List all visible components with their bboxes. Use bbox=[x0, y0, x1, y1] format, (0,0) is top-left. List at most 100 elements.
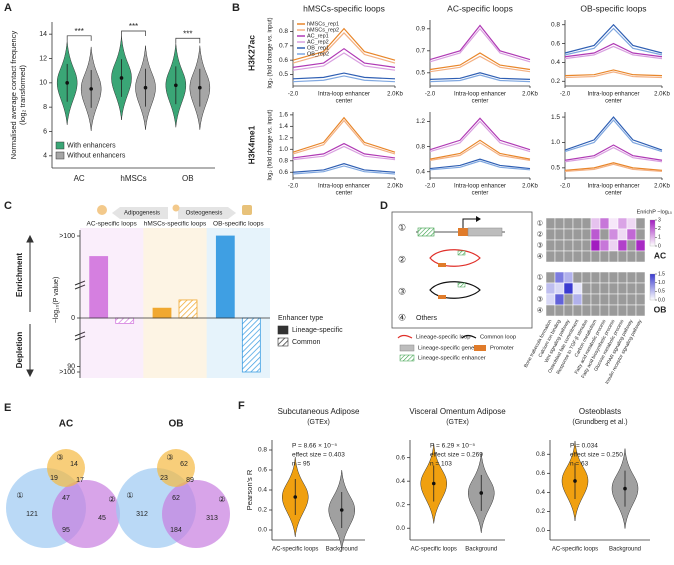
heatmap-cell bbox=[563, 250, 574, 263]
legend-label: AC_rep1 bbox=[307, 33, 329, 39]
median-point bbox=[65, 81, 69, 85]
profile-line bbox=[564, 119, 663, 153]
profile-line bbox=[429, 160, 531, 171]
y-tick-label: 0.6 bbox=[536, 470, 545, 477]
heatmap-cell bbox=[599, 250, 610, 263]
region-count: 312 bbox=[136, 511, 148, 518]
y-axis-label: −log₁₀(P value) bbox=[53, 277, 60, 324]
y-tick-label: 0.4 bbox=[396, 478, 405, 485]
heatmap-cell bbox=[545, 228, 556, 241]
profile-line bbox=[429, 120, 531, 153]
stat-label: effect size = 0.269 bbox=[430, 452, 483, 459]
heatmap-cell bbox=[563, 228, 574, 241]
heatmap-cell bbox=[626, 239, 637, 252]
heatmap-cell bbox=[572, 228, 583, 241]
heatmap-cell bbox=[635, 293, 646, 306]
subplot-subtitle: (Grundberg et al.) bbox=[572, 419, 627, 426]
legend-title: Enhancer type bbox=[278, 315, 323, 322]
y-tick-label: 14 bbox=[39, 31, 47, 38]
venn-title: OB bbox=[169, 419, 184, 430]
profile-line bbox=[429, 74, 531, 83]
legend-label: hMSCs_rep1 bbox=[307, 21, 339, 27]
venn-circle bbox=[162, 480, 230, 548]
median-point bbox=[293, 495, 298, 499]
profile-line bbox=[429, 72, 531, 80]
heatmap-cell bbox=[581, 293, 592, 306]
heatmap-cell bbox=[617, 282, 628, 295]
x-tick-label: 2.0Kb bbox=[387, 92, 403, 98]
y-tick-label: 0.6 bbox=[551, 40, 560, 47]
heatmap-cell bbox=[563, 304, 574, 317]
colorbar-tick-label: 1.5 bbox=[658, 271, 665, 277]
x-tick-label: -2.0 bbox=[288, 92, 299, 98]
stat-label: effect size = 0.250 bbox=[570, 452, 623, 459]
x-axis-label: center bbox=[472, 191, 489, 197]
y-tick-label: 1.0 bbox=[551, 139, 560, 146]
x-tick-label: -2.0 bbox=[560, 92, 571, 98]
heatmap-cell bbox=[599, 293, 610, 306]
colorbar-tick-label: 1.0 bbox=[658, 280, 665, 286]
colorbar-tick-label: 1 bbox=[658, 235, 661, 241]
y-tick-label: 10 bbox=[39, 80, 47, 87]
legend-label: Common loop bbox=[480, 335, 516, 341]
subplot-title: hMSCs-specific loops bbox=[303, 3, 385, 13]
x-tick-label: -2.0 bbox=[425, 92, 436, 98]
x-axis-label: center bbox=[605, 191, 622, 197]
legend-label: With enhancers bbox=[67, 142, 116, 149]
region-count: 45 bbox=[98, 515, 106, 522]
y-axis-label: log₂ (fold change vs. input) bbox=[268, 109, 274, 180]
venn-circle bbox=[47, 449, 85, 487]
heatmap-cell bbox=[626, 271, 637, 284]
x-tick-label: 2.0Kb bbox=[654, 92, 670, 98]
heatmap-cell bbox=[599, 271, 610, 284]
y-tick-label: 0.2 bbox=[536, 508, 545, 515]
stat-label: P = 0.034 bbox=[570, 443, 598, 450]
legend-label: OB_rep2 bbox=[307, 51, 329, 57]
significance-label: *** bbox=[129, 22, 138, 31]
profile-line bbox=[564, 27, 663, 56]
set-label: ① bbox=[16, 491, 23, 500]
group-label: Enrichment bbox=[15, 253, 24, 297]
median-point bbox=[174, 83, 178, 88]
profile-line bbox=[429, 139, 531, 160]
heatmap-cell bbox=[545, 250, 556, 263]
y-tick-label: 1.4 bbox=[279, 123, 288, 130]
x-tick-label: Background bbox=[465, 547, 497, 553]
y-tick-label: 1.6 bbox=[279, 112, 288, 119]
heatmap-cell bbox=[635, 304, 646, 317]
median-point bbox=[479, 491, 484, 495]
region-count: 89 bbox=[186, 477, 194, 484]
heatmap-cell bbox=[608, 282, 619, 295]
y-tick-label: 0.7 bbox=[279, 43, 288, 50]
colorbar-tick-label: 3 bbox=[658, 217, 661, 223]
bar bbox=[241, 317, 261, 373]
median-point bbox=[143, 85, 148, 90]
heatmap-cell bbox=[590, 228, 601, 241]
heatmap-cell bbox=[608, 239, 619, 252]
heatmap-cell bbox=[626, 304, 637, 317]
heatmap-cell bbox=[608, 217, 619, 230]
heatmap-cell bbox=[626, 250, 637, 263]
legend-label: Lineage-specific bbox=[292, 327, 343, 334]
heatmap-cell bbox=[581, 250, 592, 263]
stage-label: Adipogenesis bbox=[124, 211, 160, 217]
y-axis-label: (log₂ transformed) bbox=[18, 64, 27, 125]
significance-bracket bbox=[121, 30, 146, 36]
colorbar-tick-label: 2 bbox=[658, 226, 661, 232]
y-tick-label: 0.8 bbox=[551, 21, 560, 28]
y-axis-label: log₂ (fold change vs. input) bbox=[268, 17, 274, 88]
colorbar bbox=[649, 273, 656, 301]
y-tick-label: 0.2 bbox=[396, 501, 405, 508]
heatmap-cell bbox=[563, 239, 574, 252]
x-axis-label: center bbox=[605, 99, 622, 105]
x-tick-label: AC bbox=[74, 174, 85, 183]
y-tick-label: 0.0 bbox=[536, 527, 545, 534]
loop-diagram bbox=[391, 211, 533, 362]
stage-arrows bbox=[97, 204, 252, 219]
legend-swatch bbox=[55, 151, 65, 160]
median-point bbox=[431, 481, 436, 486]
region-count: 19 bbox=[50, 475, 58, 482]
x-tick-label: 2.0Kb bbox=[387, 184, 403, 190]
y-tick-label: 0.8 bbox=[416, 143, 425, 150]
heatmap-cell bbox=[617, 271, 628, 284]
